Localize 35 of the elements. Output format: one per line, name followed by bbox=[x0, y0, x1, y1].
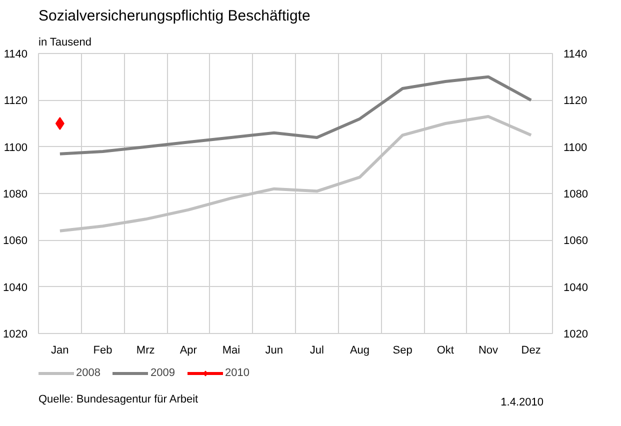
x-tick-label: Mai bbox=[222, 344, 240, 356]
chart-title: Sozialversicherungspflichtig Beschäftigte bbox=[38, 8, 310, 24]
y-tick-label: 1060 bbox=[3, 235, 28, 248]
source-note: Quelle: Bundesagentur für Arbeit bbox=[38, 394, 198, 406]
x-tick-label: Apr bbox=[180, 344, 198, 356]
line-series bbox=[58, 115, 533, 232]
x-tick-label: Okt bbox=[436, 344, 454, 356]
y2-tick-label: 1120 bbox=[564, 95, 588, 108]
y-tick-label: 1120 bbox=[4, 95, 28, 108]
y2-tick-label: 1060 bbox=[564, 235, 588, 248]
y-tick-label: 1100 bbox=[4, 142, 28, 154]
x-tick-label: Aug bbox=[350, 344, 370, 356]
text: 1.4.2010 bbox=[500, 396, 544, 408]
y-tick-label: 1080 bbox=[3, 188, 28, 200]
line-series bbox=[58, 75, 533, 156]
y-tick-label: 1140 bbox=[4, 48, 28, 60]
x-tick-label: Dez bbox=[521, 344, 541, 356]
y2-tick-label: 1140 bbox=[564, 48, 588, 60]
x-tick-label: Jan bbox=[51, 344, 69, 356]
chart-subtitle: in Tausend bbox=[38, 36, 92, 48]
x-tick-label: Mrz bbox=[136, 344, 155, 356]
x-tick-label: Feb bbox=[93, 344, 112, 356]
legend-label: 2008 bbox=[76, 367, 100, 379]
y-tick-label: 1040 bbox=[3, 282, 28, 294]
y2-tick-label: 1100 bbox=[564, 142, 588, 154]
x-tick-label: Jul bbox=[310, 344, 324, 356]
x-tick-label: Jun bbox=[265, 344, 283, 356]
y-tick-label: 1020 bbox=[3, 328, 28, 340]
x-tick-label: Nov bbox=[478, 344, 499, 356]
legend-label: 2009 bbox=[150, 367, 175, 379]
x-tick-label: Sep bbox=[392, 344, 412, 356]
y2-tick-label: 1080 bbox=[564, 188, 588, 200]
legend-label: 2010 bbox=[224, 367, 250, 379]
y2-tick-label: 1040 bbox=[564, 282, 588, 294]
y2-tick-label: 1020 bbox=[564, 328, 588, 340]
